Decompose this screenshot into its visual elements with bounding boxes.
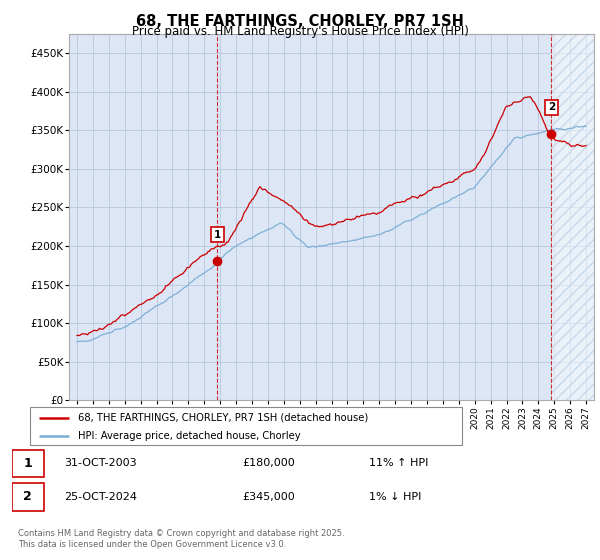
Text: 68, THE FARTHINGS, CHORLEY, PR7 1SH: 68, THE FARTHINGS, CHORLEY, PR7 1SH — [136, 14, 464, 29]
Text: HPI: Average price, detached house, Chorley: HPI: Average price, detached house, Chor… — [77, 431, 300, 441]
Text: 68, THE FARTHINGS, CHORLEY, PR7 1SH (detached house): 68, THE FARTHINGS, CHORLEY, PR7 1SH (det… — [77, 413, 368, 423]
Text: Price paid vs. HM Land Registry's House Price Index (HPI): Price paid vs. HM Land Registry's House … — [131, 25, 469, 38]
FancyBboxPatch shape — [12, 483, 44, 511]
Text: 31-OCT-2003: 31-OCT-2003 — [64, 459, 136, 468]
Text: Contains HM Land Registry data © Crown copyright and database right 2025.
This d: Contains HM Land Registry data © Crown c… — [18, 529, 344, 549]
Text: 2: 2 — [548, 102, 555, 113]
Text: 1: 1 — [214, 230, 221, 240]
Text: 1% ↓ HPI: 1% ↓ HPI — [369, 492, 421, 502]
Text: £180,000: £180,000 — [242, 459, 295, 468]
Text: £345,000: £345,000 — [242, 492, 295, 502]
Text: 2: 2 — [23, 491, 32, 503]
Text: 1: 1 — [23, 457, 32, 470]
Text: 25-OCT-2024: 25-OCT-2024 — [64, 492, 137, 502]
FancyBboxPatch shape — [12, 450, 44, 477]
FancyBboxPatch shape — [30, 407, 462, 445]
Text: 11% ↑ HPI: 11% ↑ HPI — [369, 459, 428, 468]
